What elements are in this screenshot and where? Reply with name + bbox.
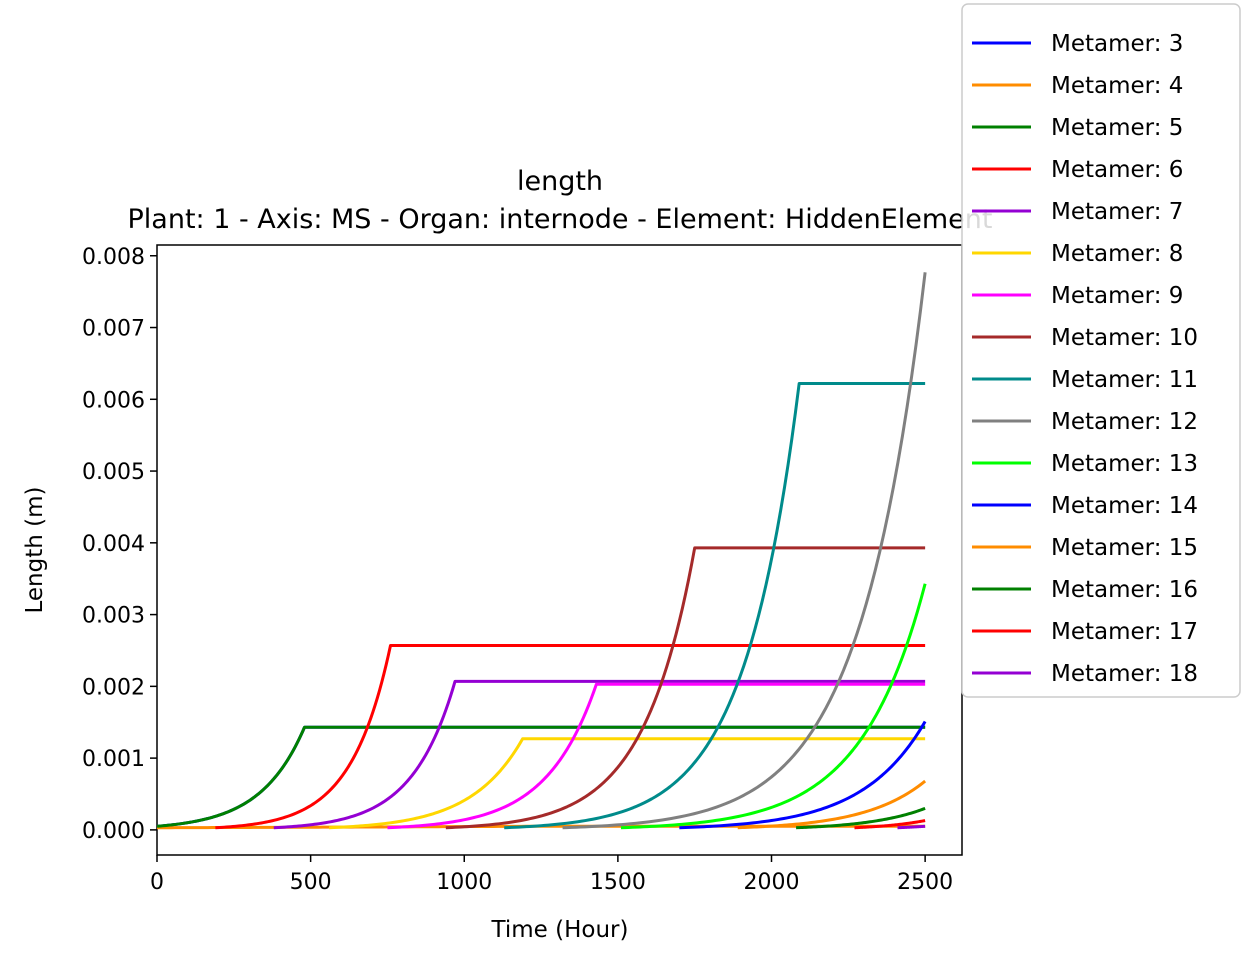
legend-label: Metamer: 5 bbox=[1051, 115, 1183, 141]
y-tick-label: 0.001 bbox=[82, 747, 145, 772]
y-tick-label: 0.002 bbox=[82, 675, 145, 700]
legend-label: Metamer: 7 bbox=[1051, 199, 1183, 225]
plot-area bbox=[156, 244, 963, 856]
y-tick-label: 0.000 bbox=[82, 819, 145, 844]
legend-label: Metamer: 17 bbox=[1051, 619, 1198, 645]
y-axis-label: Length (m) bbox=[22, 487, 48, 614]
legend-label: Metamer: 11 bbox=[1051, 367, 1198, 393]
legend-label: Metamer: 3 bbox=[1051, 31, 1183, 57]
y-tick-label: 0.007 bbox=[82, 317, 145, 342]
y-tick-label: 0.003 bbox=[82, 604, 145, 629]
series-line-metamer-6 bbox=[215, 643, 926, 830]
y-axis: 0.000 0.001 0.002 0.003 0.004 0.005 0.006 0.007… bbox=[82, 245, 157, 844]
x-tick-label: 2500 bbox=[897, 870, 953, 895]
legend: Metamer: 3 Metamer: 4 Metamer: 5 Metamer: 6… bbox=[961, 3, 1241, 698]
y-tick-label: 0.005 bbox=[82, 460, 145, 485]
series-line-metamer-16 bbox=[796, 806, 926, 830]
legend-items: Metamer: 3 Metamer: 4 Metamer: 5 Metamer: 6… bbox=[972, 31, 1198, 687]
y-tick-label: 0.004 bbox=[82, 532, 145, 557]
legend-label: Metamer: 16 bbox=[1051, 577, 1198, 603]
legend-label: Metamer: 18 bbox=[1051, 661, 1198, 687]
series-line-metamer-13 bbox=[620, 583, 927, 830]
legend-label: Metamer: 12 bbox=[1051, 409, 1198, 435]
series-line-metamer-7 bbox=[273, 679, 926, 830]
x-tick-label: 500 bbox=[290, 870, 332, 895]
chart-title: length bbox=[517, 166, 603, 197]
legend-label: Metamer: 8 bbox=[1051, 241, 1183, 267]
x-axis-label: Time (Hour) bbox=[491, 917, 629, 943]
legend-label: Metamer: 13 bbox=[1051, 451, 1198, 477]
series-line-metamer-12 bbox=[562, 272, 927, 830]
legend-label: Metamer: 6 bbox=[1051, 157, 1183, 183]
legend-label: Metamer: 15 bbox=[1051, 535, 1198, 561]
y-tick-label: 0.008 bbox=[82, 245, 145, 270]
legend-label: Metamer: 4 bbox=[1051, 73, 1183, 99]
series-line-metamer-17 bbox=[853, 819, 926, 830]
series-line-metamer-11 bbox=[504, 382, 926, 830]
series-line-metamer-10 bbox=[445, 546, 926, 830]
y-tick-label: 0.006 bbox=[82, 388, 145, 413]
series-line-metamer-9 bbox=[387, 682, 926, 830]
series-line-metamer-8 bbox=[328, 737, 926, 830]
x-tick-label: 1000 bbox=[436, 870, 492, 895]
legend-label: Metamer: 10 bbox=[1051, 325, 1198, 351]
legend-label: Metamer: 9 bbox=[1051, 283, 1183, 309]
series-line-metamer-5 bbox=[156, 725, 926, 828]
series-line-metamer-14 bbox=[679, 720, 927, 830]
x-tick-label: 1500 bbox=[590, 870, 646, 895]
x-tick-label: 2000 bbox=[744, 870, 800, 895]
series-line-metamer-18 bbox=[896, 824, 927, 830]
legend-label: Metamer: 14 bbox=[1051, 493, 1198, 519]
series-lines bbox=[156, 272, 927, 830]
chart-subtitle: Plant: 1 - Axis: MS - Organ: internode -… bbox=[128, 204, 993, 235]
x-axis: 0 500 1000 1500 2000 2500 bbox=[150, 855, 953, 895]
series-line-metamer-15 bbox=[737, 779, 927, 830]
legend-frame bbox=[961, 3, 1241, 698]
x-tick-label: 0 bbox=[150, 870, 164, 895]
